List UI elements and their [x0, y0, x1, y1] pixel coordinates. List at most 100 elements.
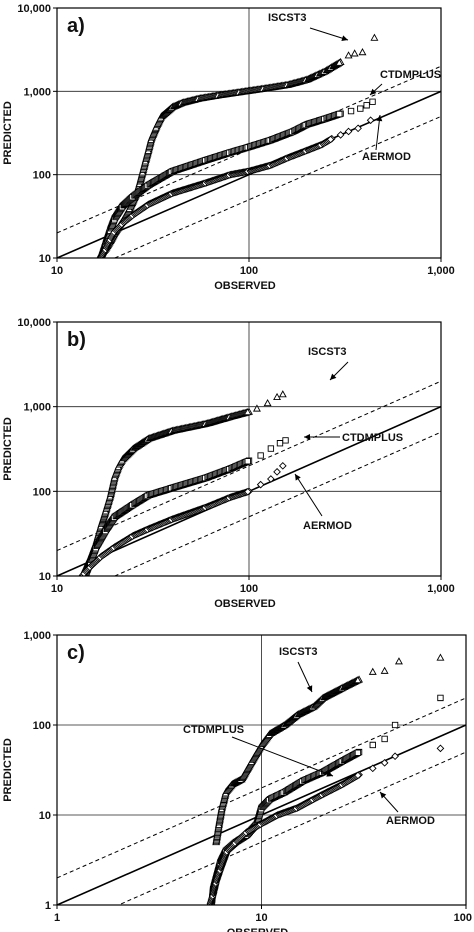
data-point-aermod	[436, 744, 445, 753]
data-point-aermod	[380, 758, 389, 767]
data-point-iscst3	[273, 392, 282, 401]
curve-marker	[335, 58, 344, 66]
data-point-aermod	[391, 752, 399, 761]
series-annotation: ISCST3	[268, 12, 307, 24]
data-point-aermod	[366, 116, 375, 125]
data-point-iscst3	[394, 657, 403, 665]
data-point-ctdmplus	[363, 102, 370, 109]
data-point-iscst3	[380, 666, 389, 674]
curve-marker	[326, 135, 335, 144]
annotation-arrow-head	[370, 88, 377, 95]
panel-label: b)	[67, 329, 86, 351]
annotation-arrow-head	[295, 474, 301, 481]
data-point-iscst3	[350, 49, 359, 57]
data-point-iscst3	[252, 404, 261, 412]
data-point-iscst3	[263, 399, 272, 407]
data-point-ctdmplus	[369, 98, 376, 105]
data-point-ctdmplus	[391, 721, 399, 729]
series-annotation: AERMOD	[362, 151, 411, 163]
y-tick-label: 10,000	[17, 3, 51, 15]
y-axis-label: PREDICTED	[2, 101, 14, 165]
curve-marker	[336, 110, 343, 118]
y-tick-label: 1	[45, 900, 51, 912]
panel-label: a)	[67, 15, 85, 37]
x-axis-label: OBSERVED	[214, 280, 276, 292]
series-annotation: AERMOD	[386, 815, 435, 827]
series-annotation: ISCST3	[308, 346, 347, 358]
x-tick-label: 1,000	[427, 265, 455, 277]
series-annotation: ISCST3	[279, 646, 318, 658]
x-tick-label: 1	[54, 912, 60, 924]
x-axis-label: OBSERVED	[214, 598, 276, 610]
series-aermod	[97, 116, 375, 258]
x-tick-label: 100	[454, 912, 472, 924]
y-tick-label: 10,000	[17, 317, 51, 329]
data-point-ctdmplus	[267, 445, 275, 452]
data-point-ctdmplus	[437, 694, 444, 702]
data-point-aermod	[344, 127, 353, 136]
x-tick-label: 10	[51, 265, 63, 277]
annotation-arrow-head	[341, 35, 348, 42]
series-annotation: AERMOD	[303, 520, 352, 532]
data-point-ctdmplus	[282, 437, 289, 444]
series-aermod	[78, 462, 287, 576]
data-point-iscst3	[370, 33, 379, 41]
data-point-ctdmplus	[369, 741, 376, 749]
annotation-arrow-line	[294, 473, 323, 517]
data-point-iscst3	[278, 390, 287, 398]
series-annotation: CTDMPLUS	[183, 724, 244, 736]
y-tick-label: 1,000	[23, 630, 51, 642]
y-axis-label: PREDICTED	[2, 417, 14, 481]
y-tick-label: 10	[39, 810, 51, 822]
x-tick-label: 100	[240, 265, 258, 277]
annotation-arrow-head	[330, 373, 337, 380]
y-tick-label: 10	[39, 571, 51, 583]
series-ctdmplus	[98, 98, 376, 258]
x-axis-label: OBSERVED	[227, 927, 289, 932]
plot-area	[57, 33, 441, 258]
plot-area	[57, 380, 441, 576]
y-tick-label: 1,000	[23, 402, 51, 414]
annotation-arrow-head	[326, 771, 333, 777]
curve-marker	[354, 749, 362, 756]
curve-marker	[243, 487, 252, 496]
y-tick-label: 100	[33, 170, 51, 182]
x-tick-label: 10	[51, 583, 63, 595]
data-point-aermod	[278, 462, 287, 470]
data-point-ctdmplus	[381, 735, 388, 743]
series-annotation: CTDMPLUS	[342, 432, 403, 444]
annotation-arrow-head	[380, 792, 387, 799]
chart-panel-2: 10 100 1,000 10,000 10 100 1,000 OBSERVED PREDIC…	[2, 317, 455, 610]
annotation-arrow-line	[309, 27, 349, 41]
series-annotation: CTDMPLUS	[380, 69, 441, 81]
data-point-iscst3	[436, 653, 445, 661]
data-point-ctdmplus	[347, 107, 355, 115]
annotation-arrow-head	[304, 434, 310, 440]
panel-label: c)	[67, 642, 85, 664]
data-point-iscst3	[358, 48, 367, 56]
series-ctdmplus	[81, 437, 289, 576]
curve-marker	[244, 458, 251, 465]
series-iscst3	[212, 653, 445, 846]
plot-area	[57, 653, 466, 905]
curve-marker	[243, 408, 252, 416]
data-point-iscst3	[344, 51, 353, 59]
data-point-aermod	[336, 131, 345, 139]
annotation-arrow-line	[231, 736, 334, 777]
curve-marker	[353, 676, 362, 684]
y-axis-label: PREDICTED	[2, 738, 14, 802]
data-point-aermod	[273, 467, 281, 476]
x-tick-label: 100	[240, 583, 258, 595]
factor-of-two-line	[117, 751, 466, 905]
data-point-aermod	[354, 124, 362, 133]
data-point-iscst3	[368, 667, 377, 675]
data-point-aermod	[267, 475, 275, 483]
x-tick-label: 10	[255, 912, 267, 924]
series-aermod	[206, 744, 445, 905]
data-point-aermod	[256, 480, 265, 489]
chart-panel-3: 1 10 100 1,000 1 10 100 OBSERVED PREDICTED c) ISCS…	[2, 630, 472, 932]
data-point-aermod	[368, 764, 377, 773]
y-tick-label: 100	[33, 486, 51, 498]
data-point-ctdmplus	[276, 440, 284, 447]
